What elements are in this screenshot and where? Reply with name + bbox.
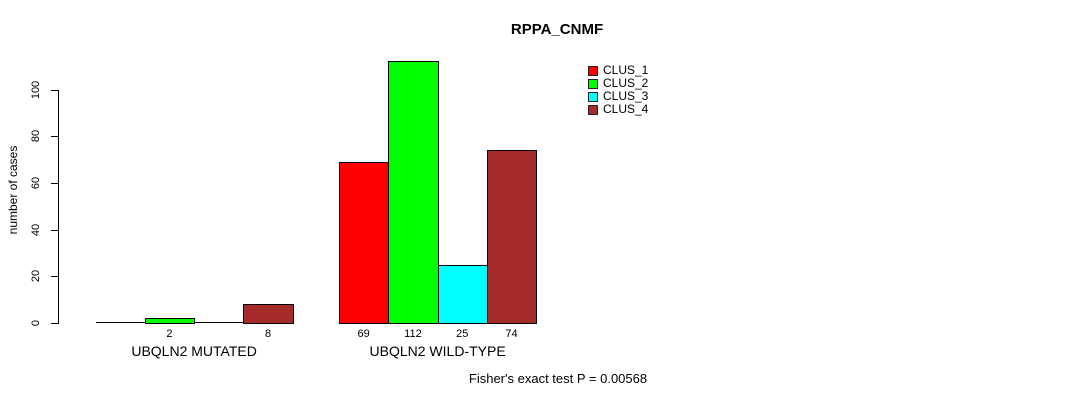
y-axis-label: number of cases [6, 145, 20, 235]
legend-swatch-icon [588, 78, 598, 89]
bar-clus_4 [243, 304, 294, 324]
legend-label: CLUS_1 [603, 63, 649, 77]
legend-swatch-icon [588, 91, 598, 102]
legend-swatch-icon [588, 65, 598, 76]
bar-clus_2 [388, 61, 439, 324]
y-tick-label: 60 [30, 176, 42, 190]
group-label: UBQLN2 MUTATED [131, 343, 257, 359]
chart-title: RPPA_CNMF [510, 21, 604, 38]
y-tick-mark [51, 182, 58, 184]
y-tick-label: 40 [30, 223, 42, 236]
bar-clus_3 [437, 264, 488, 324]
y-tick-label: 0 [30, 319, 42, 327]
y-tick-mark [51, 323, 58, 324]
bar-clus_3-zero [194, 322, 245, 323]
y-tick-mark [51, 276, 58, 278]
legend-label: CLUS_2 [603, 76, 649, 90]
legend-item-clus_3: CLUS_3 [588, 90, 648, 103]
group-label: UBQLN2 WILD-TYPE [369, 343, 506, 359]
bar-value-label: 69 [357, 328, 370, 340]
y-tick-mark [51, 89, 58, 91]
fisher-test-annotation: Fisher's exact test P = 0.00568 [468, 371, 648, 386]
y-tick-mark [51, 136, 58, 138]
bar-value-label: 8 [264, 328, 272, 340]
y-axis-line [58, 89, 59, 324]
legend-label: CLUS_3 [603, 89, 649, 103]
legend-item-clus_4: CLUS_4 [588, 103, 648, 116]
legend-item-clus_2: CLUS_2 [588, 77, 648, 90]
bar-value-label: 112 [404, 328, 422, 340]
y-tick-label: 100 [30, 80, 42, 99]
y-tick-label: 20 [30, 270, 42, 283]
bar-value-label: 25 [456, 328, 469, 340]
bar-clus_2 [144, 318, 196, 324]
legend-label: CLUS_4 [603, 102, 649, 116]
y-tick-label: 80 [30, 130, 42, 143]
legend: CLUS_1 CLUS_2 CLUS_3 CLUS_4 [588, 64, 648, 116]
bar-clus_4 [486, 150, 538, 324]
legend-swatch-icon [588, 104, 598, 115]
y-tick-mark [51, 229, 58, 231]
bar-clus_1 [339, 161, 390, 324]
bar-clus_1-zero [95, 322, 146, 323]
bar-value-label: 2 [166, 328, 173, 340]
legend-item-clus_1: CLUS_1 [588, 64, 648, 77]
bar-value-label: 74 [505, 328, 518, 340]
